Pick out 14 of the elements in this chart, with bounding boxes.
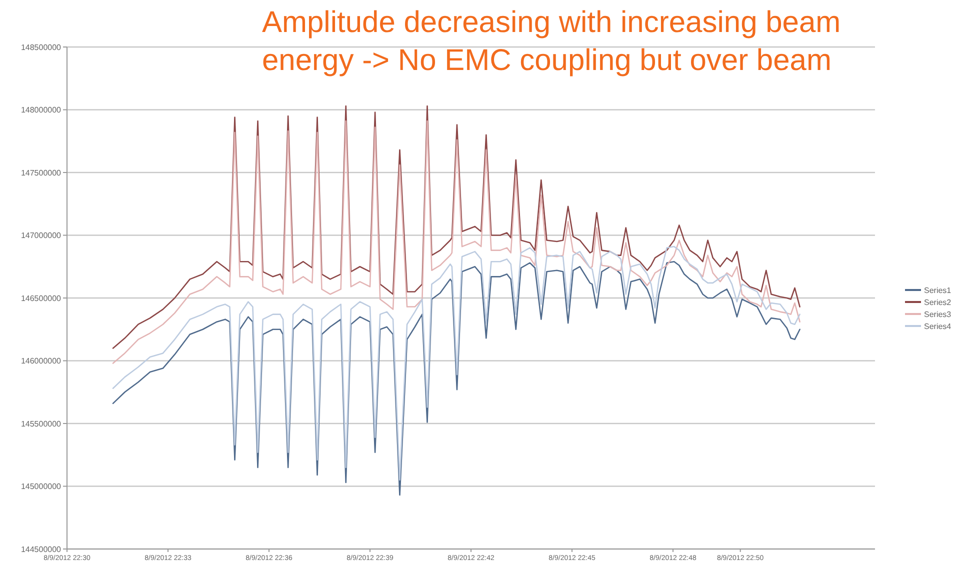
y-tick-label: 145000000	[20, 482, 62, 492]
y-tick-label: 148000000	[20, 106, 62, 115]
legend-label: Series1	[924, 286, 952, 295]
y-tick-label: 147000000	[20, 231, 62, 240]
y-tick-label: 145500000	[20, 419, 62, 428]
y-tick-label: 146500000	[20, 294, 62, 303]
legend-label: Series4	[924, 322, 952, 331]
y-tick-label: 147500000	[20, 168, 62, 178]
y-tick-label: 144500000	[20, 544, 62, 554]
legend-label: Series3	[924, 310, 952, 319]
legend-label: Series2	[924, 298, 952, 307]
y-tick-label: 146000000	[20, 356, 62, 366]
y-tick-label: 148500000	[20, 42, 62, 52]
chart-title: Amplitude decreasing with increasing beam energy -> No EMC coupling but over beam	[262, 6, 841, 77]
